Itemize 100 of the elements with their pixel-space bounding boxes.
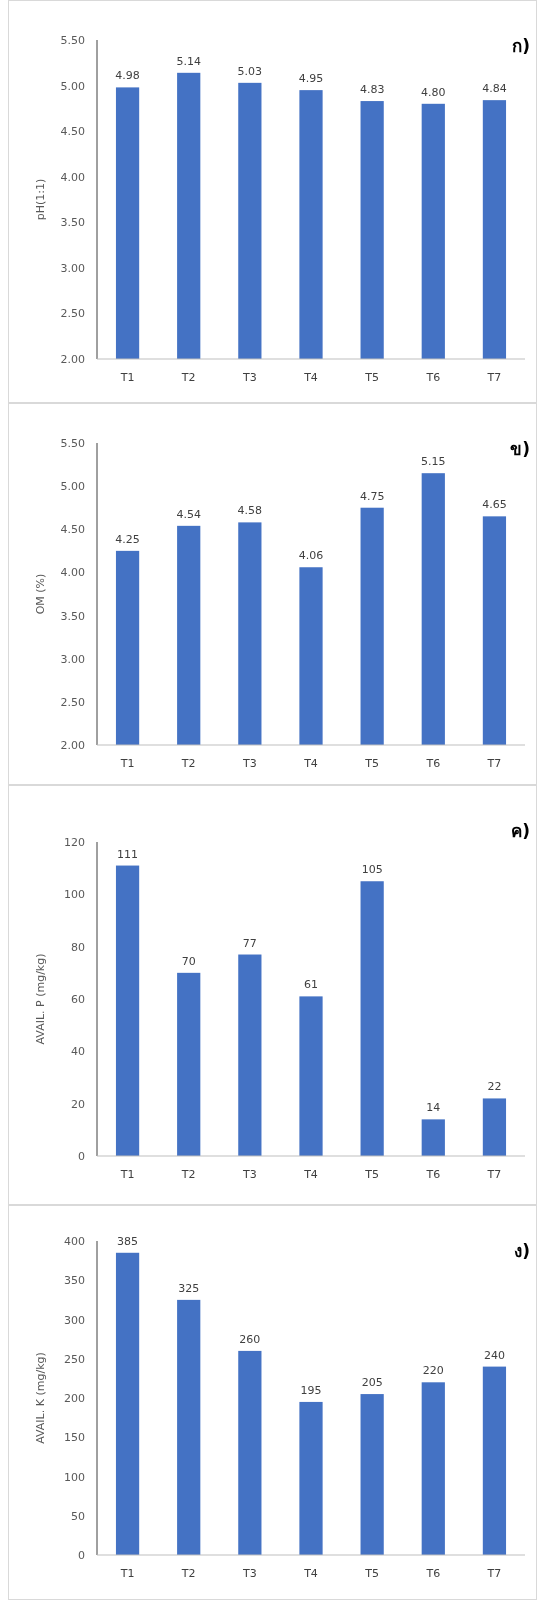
bar: [360, 1394, 384, 1555]
x-tick-label: T4: [303, 1168, 318, 1181]
y-tick-label: 2.50: [60, 695, 85, 709]
y-tick-label: 300: [64, 1313, 85, 1327]
bar: [177, 1299, 201, 1556]
x-tick-label: T4: [303, 371, 318, 384]
bar: [421, 1382, 445, 1555]
y-tick-label: 3.50: [60, 609, 85, 623]
x-tick-label: T6: [425, 1168, 441, 1181]
y-axis-title: AVAIL. K (mg/kg): [34, 1352, 47, 1444]
bar: [238, 1350, 262, 1555]
x-tick-label: T2: [180, 1168, 196, 1181]
x-tick-label: T7: [486, 757, 502, 770]
x-tick-label: T3: [242, 1168, 257, 1181]
data-label: 4.95: [298, 72, 324, 86]
data-label: 70: [181, 954, 196, 968]
bar: [421, 1119, 445, 1156]
x-tick-label: T7: [486, 1567, 502, 1580]
x-tick-label: T3: [242, 1567, 257, 1580]
data-label: 5.14: [176, 54, 201, 68]
bar: [115, 865, 140, 1156]
text: ค): [511, 821, 530, 841]
y-tick-label: 100: [64, 1470, 85, 1484]
y-tick-label: 0: [78, 1549, 85, 1562]
data-label: 4.75: [359, 489, 385, 503]
bar: [482, 1098, 507, 1156]
data-label: 4.84: [482, 82, 507, 96]
x-tick-label: T5: [364, 1567, 379, 1580]
y-tick-label: 5.00: [60, 480, 85, 494]
y-tick-label: 3.00: [60, 261, 85, 275]
data-label: 5.15: [421, 455, 446, 469]
annotation: ก): [512, 36, 530, 56]
data-label: 22: [487, 1080, 502, 1094]
x-tick-label: T7: [486, 1168, 502, 1181]
bar: [177, 972, 201, 1156]
y-tick-label: 150: [64, 1431, 85, 1445]
y-tick-label: 120: [64, 836, 85, 849]
x-tick-label: T6: [425, 757, 441, 770]
y-tick-label: 3.50: [60, 216, 85, 230]
data-label: 195: [300, 1383, 322, 1397]
y-tick-label: 2.00: [60, 739, 85, 752]
y-tick-label: 3.00: [60, 652, 85, 666]
x-tick-label: T3: [242, 757, 257, 770]
y-tick-label: 0: [78, 1150, 85, 1163]
data-label: 5.03: [237, 64, 263, 78]
y-tick-label: 40: [71, 1045, 85, 1059]
y-axis-title: pH(1:1): [34, 178, 47, 221]
bar: [482, 1366, 507, 1555]
x-tick-label: T2: [180, 757, 196, 770]
data-label: 325: [178, 1281, 200, 1295]
y-tick-label: 5.50: [60, 34, 85, 47]
data-label: 4.80: [421, 85, 446, 99]
y-tick-label: 4.50: [60, 125, 85, 139]
bar: [299, 996, 323, 1156]
data-label: 111: [117, 847, 139, 861]
bar: [238, 954, 262, 1156]
data-label: 4.65: [482, 498, 507, 512]
x-tick-label: T1: [119, 757, 135, 770]
data-label: 4.54: [176, 507, 201, 521]
data-label: 61: [304, 978, 318, 992]
data-label: 77: [242, 936, 257, 950]
y-tick-label: 5.50: [60, 437, 85, 450]
data-label: 220: [422, 1364, 444, 1378]
x-tick-label: T4: [303, 757, 318, 770]
y-tick-label: 4.00: [60, 566, 85, 580]
x-tick-label: T1: [119, 1168, 135, 1181]
annotation: ง): [514, 1241, 530, 1261]
y-tick-label: 5.00: [60, 79, 85, 93]
bar: [115, 1252, 140, 1556]
x-tick-label: T5: [364, 1168, 379, 1181]
y-tick-label: 350: [64, 1274, 85, 1288]
y-axis-title: AVAIL. P (mg/kg): [34, 953, 47, 1045]
x-tick-label: T1: [119, 371, 135, 384]
data-label: 240: [483, 1348, 505, 1362]
y-tick-label: 100: [64, 888, 85, 902]
y-tick-label: 4.50: [60, 523, 85, 537]
y-tick-label: 4.00: [60, 170, 85, 184]
data-label: 385: [117, 1234, 139, 1248]
y-tick-label: 2.50: [60, 307, 85, 321]
data-label: 105: [361, 863, 383, 877]
y-tick-label: 250: [64, 1352, 85, 1366]
bar: [360, 881, 384, 1156]
y-tick-label: 50: [71, 1509, 85, 1523]
x-tick-label: T3: [242, 371, 257, 384]
x-tick-label: T5: [364, 757, 379, 770]
x-tick-label: T4: [303, 1567, 318, 1580]
y-tick-label: 20: [71, 1097, 85, 1111]
x-tick-label: T1: [119, 1567, 135, 1580]
x-tick-label: T6: [425, 371, 441, 384]
data-label: 14: [426, 1101, 441, 1115]
data-label: 205: [361, 1376, 383, 1390]
data-label: 260: [239, 1332, 261, 1346]
data-label: 4.98: [115, 69, 140, 83]
x-tick-label: T5: [364, 371, 379, 384]
data-label: 4.06: [298, 549, 324, 563]
y-tick-label: 200: [64, 1392, 85, 1405]
y-tick-label: 60: [71, 993, 85, 1006]
data-label: 4.25: [115, 532, 140, 546]
x-tick-label: T2: [180, 371, 196, 384]
data-label: 4.83: [359, 83, 385, 97]
